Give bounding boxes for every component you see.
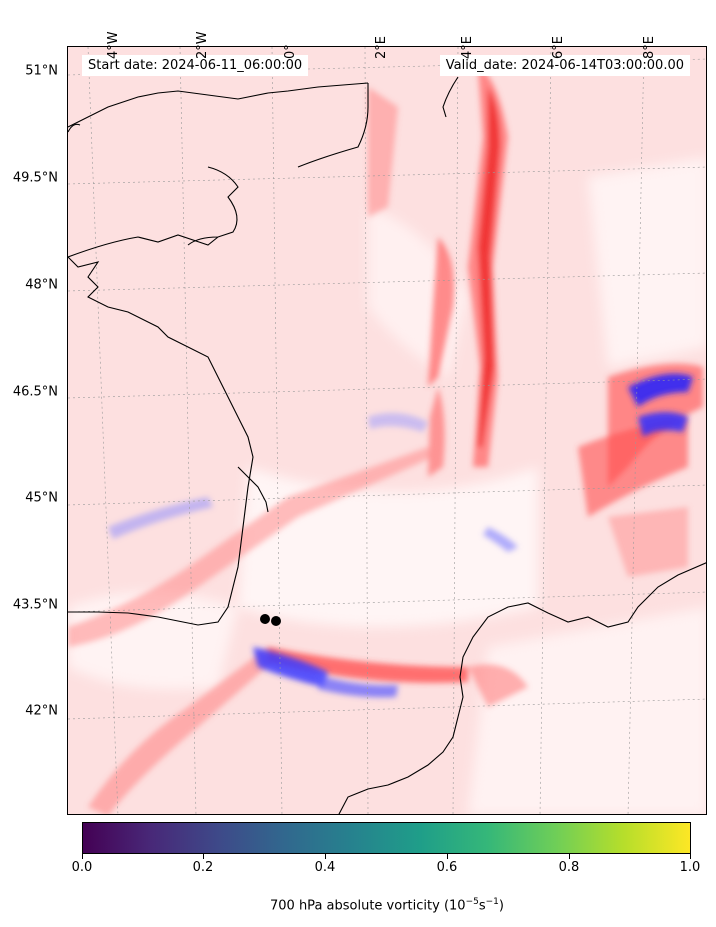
negative-vorticity-bands bbox=[108, 373, 693, 698]
lon-label: 2°E bbox=[374, 36, 389, 59]
colorbar-tick-label: 0.4 bbox=[314, 860, 336, 875]
lat-label: 43.5°N bbox=[12, 597, 58, 613]
colorbar-tick bbox=[82, 854, 83, 859]
lat-label: 45°N bbox=[25, 490, 58, 506]
colorbar-tick bbox=[447, 854, 448, 859]
lat-label: 42°N bbox=[25, 703, 58, 719]
lon-label: 2°W bbox=[195, 31, 210, 59]
colorbar-tick bbox=[325, 854, 326, 859]
colorbar-title: 700 hPa absolute vorticity (10−5s−1) bbox=[270, 897, 504, 914]
positive-vorticity-bands bbox=[68, 67, 703, 814]
light-patches bbox=[68, 157, 706, 814]
colorbar-tick bbox=[203, 854, 204, 859]
lon-label: 4°W bbox=[106, 31, 121, 59]
black-dot-marker bbox=[260, 614, 270, 624]
lat-label: 51°N bbox=[25, 63, 58, 79]
colorbar-tick-label: 1.0 bbox=[679, 860, 701, 875]
colorbar-tick-label: 0.0 bbox=[71, 860, 93, 875]
colorbar-tick-label: 0.6 bbox=[436, 860, 458, 875]
colorbar-tick-label: 0.8 bbox=[558, 860, 580, 875]
map-panel bbox=[67, 46, 707, 815]
lon-label: 4°E bbox=[460, 36, 475, 59]
lon-label: 8°E bbox=[642, 36, 657, 59]
start-date-label: Start date: 2024-06-11_06:00:00 bbox=[82, 55, 309, 76]
marker-points bbox=[260, 614, 281, 626]
graticule bbox=[68, 47, 706, 814]
colorbar-tick bbox=[569, 854, 570, 859]
colorbar-tick-label: 0.2 bbox=[192, 860, 214, 875]
lon-label: 0° bbox=[283, 44, 298, 59]
colorbar bbox=[82, 822, 691, 854]
vorticity-field bbox=[68, 47, 706, 814]
colorbar-tick bbox=[690, 854, 691, 859]
coastlines bbox=[68, 76, 706, 814]
black-dot-marker bbox=[271, 616, 281, 626]
lat-label: 49.5°N bbox=[12, 170, 58, 186]
lon-label: 6°E bbox=[551, 36, 566, 59]
valid-date-label: Valid_date: 2024-06-14T03:00:00.00 bbox=[439, 55, 690, 76]
lat-label: 48°N bbox=[25, 277, 58, 293]
lat-label: 46.5°N bbox=[12, 384, 58, 400]
